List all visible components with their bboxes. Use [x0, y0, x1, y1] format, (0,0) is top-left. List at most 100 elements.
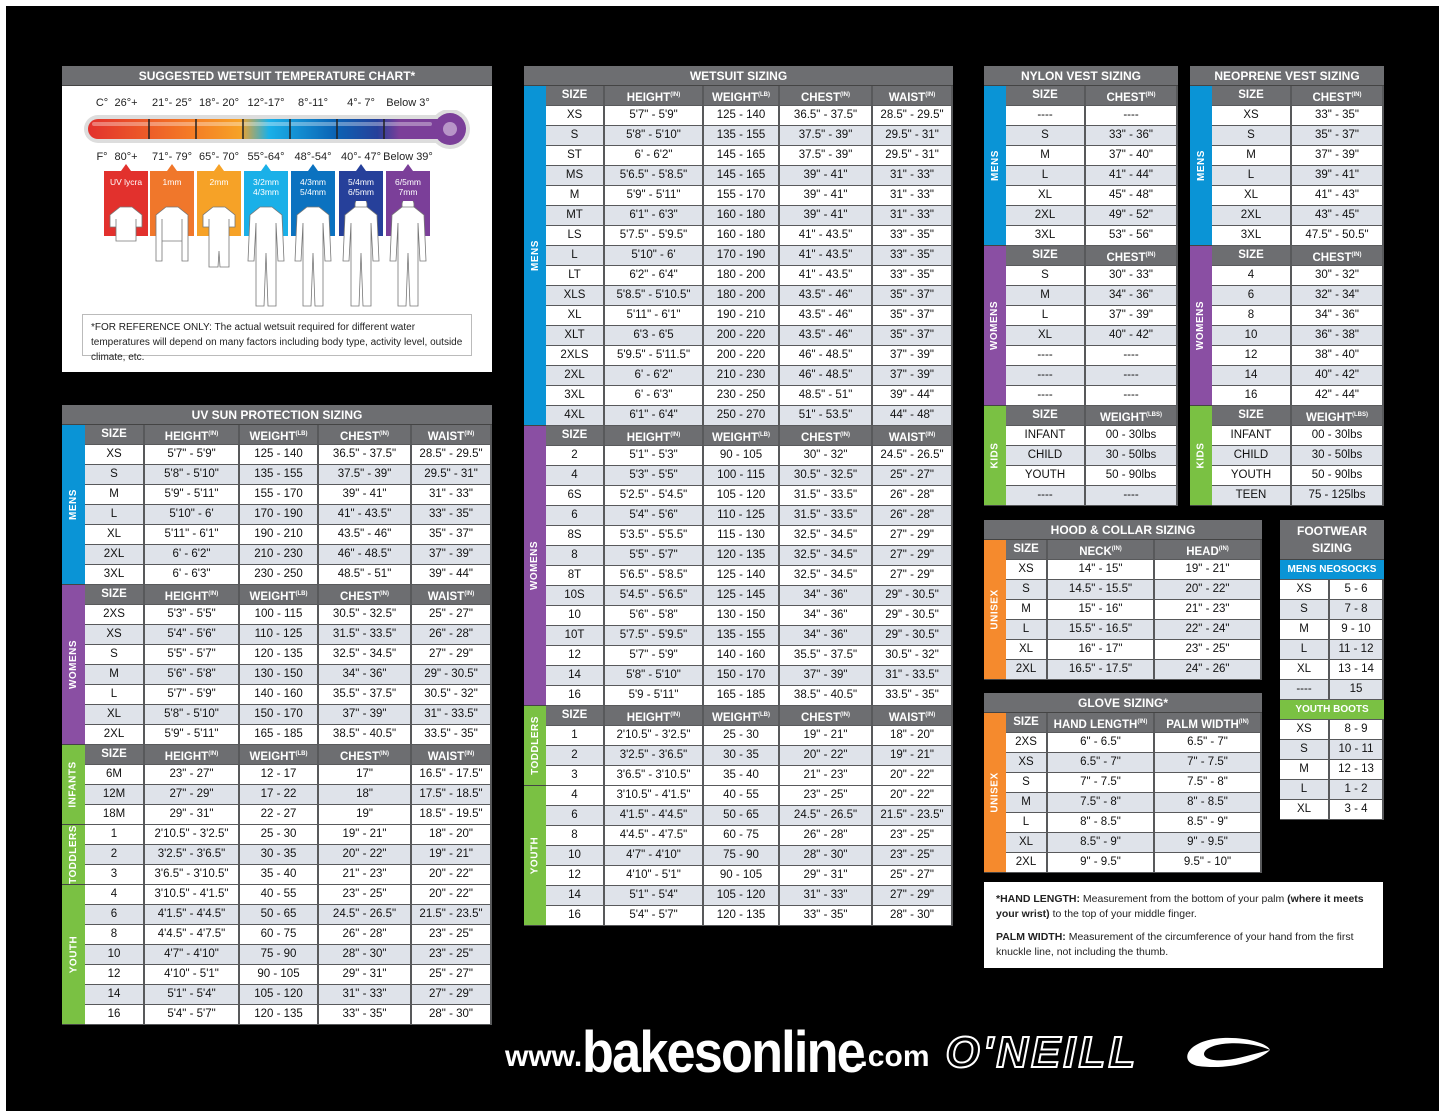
table-cell: 28.5" - 29.5" — [412, 445, 492, 465]
table-cell: 33" - 35" — [873, 266, 953, 286]
table-cell: 5'7" - 5'9" — [145, 445, 240, 465]
table-cell: 27" - 29" — [145, 785, 240, 805]
table-cell: 32.5" - 34.5" — [319, 645, 412, 665]
table-cell: 29.5" - 31" — [873, 146, 953, 166]
column-header-unit: (IN) — [925, 92, 936, 98]
section-label-unisex: UNISEX — [984, 713, 1006, 873]
table-cell: XL — [1280, 660, 1330, 680]
table-cell: 130 - 150 — [240, 665, 319, 685]
nylon-vest-table: NYLON VEST SIZING MENS SIZE CHEST(IN) ---- --… — [984, 66, 1178, 506]
table-cell: 37" - 39" — [1292, 146, 1384, 166]
table-cell: 36.5" - 37.5" — [780, 106, 873, 126]
nylon-vest-title: NYLON VEST SIZING — [984, 66, 1178, 86]
table-cell: L — [1212, 166, 1292, 186]
section-grid: SIZE HEIGHT(IN) WEIGHT(LB) CHEST(IN) WAIST(I… — [85, 745, 492, 825]
long-sleeve-top-icon — [155, 206, 189, 262]
table-cell: 30.5" - 32" — [873, 646, 953, 666]
section-grid: SIZE HEIGHT(IN) WEIGHT(LB) CHEST(IN) WAIST(I… — [546, 706, 953, 786]
table-cell: 19" - 21" — [319, 825, 412, 845]
column-header-weight: WEIGHT(LB) — [240, 745, 319, 765]
column-header-unit: (IN) — [464, 431, 475, 437]
fahrenheit-range: 55°-64° — [247, 151, 285, 163]
table-cell: 30 - 50lbs — [1086, 446, 1178, 466]
table-cell: 3'6.5" - 3'10.5" — [145, 865, 240, 885]
table-cell: 33.5" - 35" — [412, 725, 492, 745]
table-cell: 6 — [546, 806, 605, 826]
column-header-label: CHEST — [1312, 92, 1352, 104]
column-header-unit: (LB) — [295, 431, 308, 437]
table-cell: XS — [85, 445, 145, 465]
glove-measurement-notes: *HAND LENGTH: Measurement from the botto… — [984, 882, 1383, 968]
table-cell: 26" - 28" — [412, 625, 492, 645]
table-cell: 41" - 43.5" — [780, 246, 873, 266]
suit-thickness-line1: 1mm — [162, 177, 182, 187]
table-cell: 41" - 43.5" — [319, 505, 412, 525]
table-cell: 35" - 37" — [873, 286, 953, 306]
table-cell: 125 - 140 — [240, 445, 319, 465]
section-grid: SIZE HEIGHT(IN) WEIGHT(LB) CHEST(IN) WAIST(I… — [85, 585, 492, 745]
column-header-label: HEIGHT — [164, 591, 209, 603]
column-header-label: SIZE — [101, 748, 127, 760]
table-cell: 37.5" - 39" — [780, 126, 873, 146]
table-cell: 4'4.5" - 4'7.5" — [605, 826, 704, 846]
table-cell: 37.5" - 39" — [780, 146, 873, 166]
footwear-title: FOOTWEAR SIZING — [1280, 520, 1384, 560]
table-cell: 5 - 6 — [1330, 580, 1384, 600]
table-cell: 5'7.5" - 5'9.5" — [605, 626, 704, 646]
table-cell: 37" - 40" — [1086, 146, 1178, 166]
column-header-size: SIZE — [85, 585, 145, 605]
table-cell: 47.5" - 50.5" — [1292, 226, 1384, 246]
table-cell: 35" - 37" — [873, 326, 953, 346]
fahrenheit-range: 65°- 70° — [199, 151, 239, 163]
table-cell: ---- — [1086, 486, 1178, 506]
table-cell: 53" - 56" — [1086, 226, 1178, 246]
table-cell: ---- — [1086, 366, 1178, 386]
column-header-label: CHEST — [801, 712, 840, 724]
section-mens: MENS SIZE CHEST(IN) XS 33" - 35" S 35" - 37" M 3… — [1190, 86, 1384, 246]
footwear-band-youth-boots: YOUTH BOOTS — [1280, 700, 1384, 720]
table-cell: 22" - 24" — [1155, 620, 1262, 640]
table-cell: 50 - 65 — [704, 806, 780, 826]
column-header-label: WAIST — [427, 591, 465, 603]
column-header-unit: (LBS) — [1146, 412, 1162, 418]
table-cell: 10 - 11 — [1330, 740, 1384, 760]
table-cell: 12 - 13 — [1330, 760, 1384, 780]
column-header-waist: WAIST(IN) — [873, 426, 953, 446]
table-cell: 21.5" - 23.5" — [873, 806, 953, 826]
column-header-label: HEAD — [1186, 546, 1219, 558]
table-cell: 19" — [319, 805, 412, 825]
website-www: www. — [505, 1040, 583, 1073]
table-cell: 5'4" - 5'6" — [605, 506, 704, 526]
column-header-unit: (IN) — [839, 432, 850, 438]
column-header-neck: NECK(IN) — [1048, 540, 1155, 560]
table-cell: 18" - 20" — [873, 726, 953, 746]
table-cell: 24.5" - 26.5" — [780, 806, 873, 826]
section-grid: SIZE CHEST(IN) ---- ---- S 33" - 36" M 37" - 40… — [1006, 86, 1178, 246]
table-cell: 5'2.5" - 5'4.5" — [605, 486, 704, 506]
table-cell: 4'7" - 4'10" — [145, 945, 240, 965]
table-cell: 5'4" - 5'7" — [605, 906, 704, 926]
table-cell: 5'4.5" - 5'6.5" — [605, 586, 704, 606]
table-cell: 34" - 36" — [780, 626, 873, 646]
table-cell: 5'10" - 6' — [605, 246, 704, 266]
column-header-head: HEAD(IN) — [1155, 540, 1262, 560]
table-cell: 17 - 22 — [240, 785, 319, 805]
table-cell: S — [85, 645, 145, 665]
column-header-palm-width: PALM WIDTH(IN) — [1155, 713, 1262, 733]
table-cell: 10 — [546, 846, 605, 866]
section-label-text: WOMENS — [529, 540, 541, 591]
section-mens: MENS SIZE HEIGHT(IN) WEIGHT(LB) CHEST(IN) WAI… — [524, 86, 953, 426]
table-cell: 3 — [546, 766, 605, 786]
column-header-label: WAIST — [888, 432, 926, 444]
table-cell: 6' - 6'3" — [605, 386, 704, 406]
column-header-size: SIZE — [1006, 86, 1086, 106]
section-label-text: MENS — [1195, 150, 1207, 181]
table-cell: 10 — [1212, 326, 1292, 346]
column-header-size: SIZE — [1212, 86, 1292, 106]
table-cell: 20" - 22" — [780, 746, 873, 766]
table-cell: 20" - 22" — [873, 766, 953, 786]
table-cell: 32.5" - 34.5" — [780, 526, 873, 546]
table-cell: 25" - 27" — [412, 605, 492, 625]
table-cell: 6" - 6.5" — [1048, 733, 1155, 753]
wetsuit-sizing-table: WETSUIT SIZING MENS SIZE HEIGHT(IN) WEIGHT(L… — [524, 66, 953, 926]
